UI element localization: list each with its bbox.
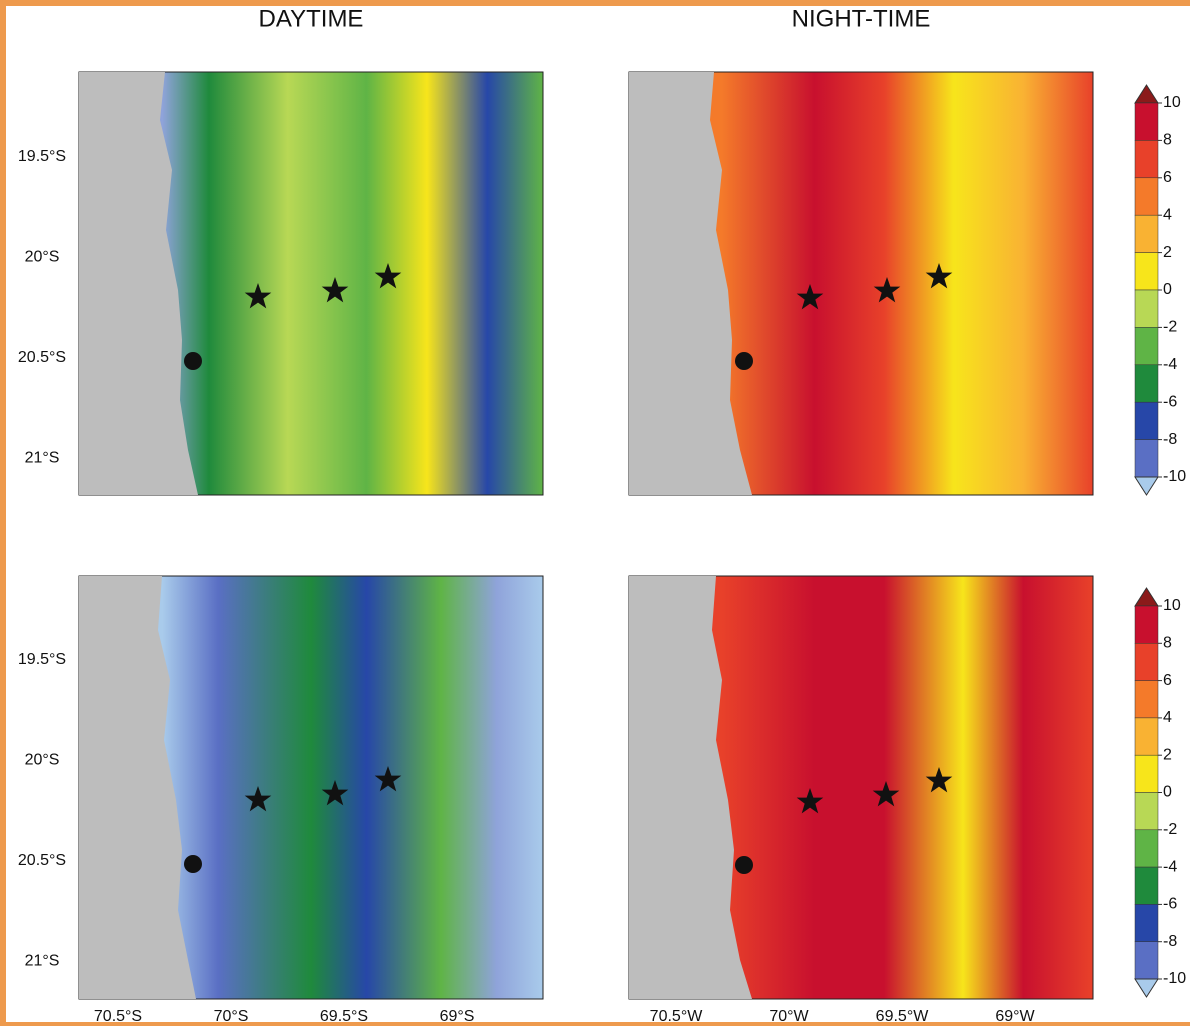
colorbar-segment xyxy=(1134,680,1159,719)
colorbar-segment xyxy=(1134,439,1159,478)
x-tick-label: 69°S xyxy=(440,1008,475,1025)
colorbar-label: 6 xyxy=(1163,672,1172,689)
x-tick-label: 70°W xyxy=(769,1008,809,1025)
colorbar-label: -10 xyxy=(1163,468,1186,485)
colorbar-label: 6 xyxy=(1163,169,1172,186)
y-tick-label: 21°S xyxy=(25,450,60,467)
colorbar-label: -6 xyxy=(1163,393,1177,410)
x-tick-label: 69.5°S xyxy=(320,1008,368,1025)
colorbar-label: 8 xyxy=(1163,635,1172,652)
colorbar-label: 2 xyxy=(1163,244,1172,261)
map-panel xyxy=(628,575,1094,1000)
colorbar-segment xyxy=(1134,904,1159,942)
colorbar-segment xyxy=(1134,941,1159,980)
colorbar-segment xyxy=(1134,102,1159,141)
colorbar-label: -10 xyxy=(1163,970,1186,987)
colorbar-label: 0 xyxy=(1163,281,1172,298)
colorbar-segment xyxy=(1134,327,1159,366)
colorbar-segment xyxy=(1134,140,1159,179)
colorbar-label: -2 xyxy=(1163,821,1177,838)
y-tick-label: 20°S xyxy=(25,249,60,266)
y-tick-label: 20°S xyxy=(25,752,60,769)
colorbar-segment xyxy=(1134,177,1159,216)
y-tick-label: 19.5°S xyxy=(18,148,66,165)
colorbar-segment xyxy=(1134,829,1159,868)
x-tick-label: 70°S xyxy=(214,1008,249,1025)
colorbar-end xyxy=(1134,476,1159,496)
colorbar-label: 10 xyxy=(1163,94,1181,111)
colorbar-label: -4 xyxy=(1163,356,1177,373)
colorbar-segment xyxy=(1134,643,1159,681)
colorbar-segment xyxy=(1134,717,1159,756)
colorbar-label: 4 xyxy=(1163,709,1172,726)
colorbar-label: 10 xyxy=(1163,597,1181,614)
map-panel xyxy=(78,71,544,496)
colorbar-end xyxy=(1134,978,1159,998)
colorbar-segment xyxy=(1134,792,1159,831)
panel-title: NIGHT-TIME xyxy=(792,5,931,32)
colorbar-segment xyxy=(1134,605,1159,644)
colorbar-label: -6 xyxy=(1163,896,1177,913)
x-tick-label: 69.5°W xyxy=(876,1008,930,1025)
x-tick-label: 69°W xyxy=(995,1008,1035,1025)
colorbar-segment xyxy=(1134,214,1159,253)
colorbar-label: 0 xyxy=(1163,784,1172,801)
colorbar-segment xyxy=(1134,401,1159,440)
colorbar-segment xyxy=(1134,754,1159,793)
x-tick-label: 70.5°S xyxy=(94,1008,142,1025)
y-tick-label: 19.5°S xyxy=(18,651,66,668)
y-tick-label: 20.5°S xyxy=(18,852,66,869)
colorbar-segment xyxy=(1134,289,1159,328)
colorbar-label: -8 xyxy=(1163,933,1177,950)
colorbar-segment xyxy=(1134,364,1159,403)
colorbar-segment xyxy=(1134,866,1159,905)
colorbar-label: 2 xyxy=(1163,746,1172,763)
colorbar-segment xyxy=(1134,252,1159,291)
panel-title: DAYTIME xyxy=(259,5,364,32)
y-tick-label: 21°S xyxy=(25,953,60,970)
colorbar-label: 8 xyxy=(1163,132,1172,149)
colorbar-label: 4 xyxy=(1163,206,1172,223)
map-panel xyxy=(628,71,1094,496)
colorbar-label: -4 xyxy=(1163,858,1177,875)
y-tick-label: 20.5°S xyxy=(18,349,66,366)
map-panel xyxy=(78,575,544,1000)
x-tick-label: 70.5°W xyxy=(650,1008,704,1025)
colorbar-label: -2 xyxy=(1163,319,1177,336)
colorbar-label: -8 xyxy=(1163,431,1177,448)
